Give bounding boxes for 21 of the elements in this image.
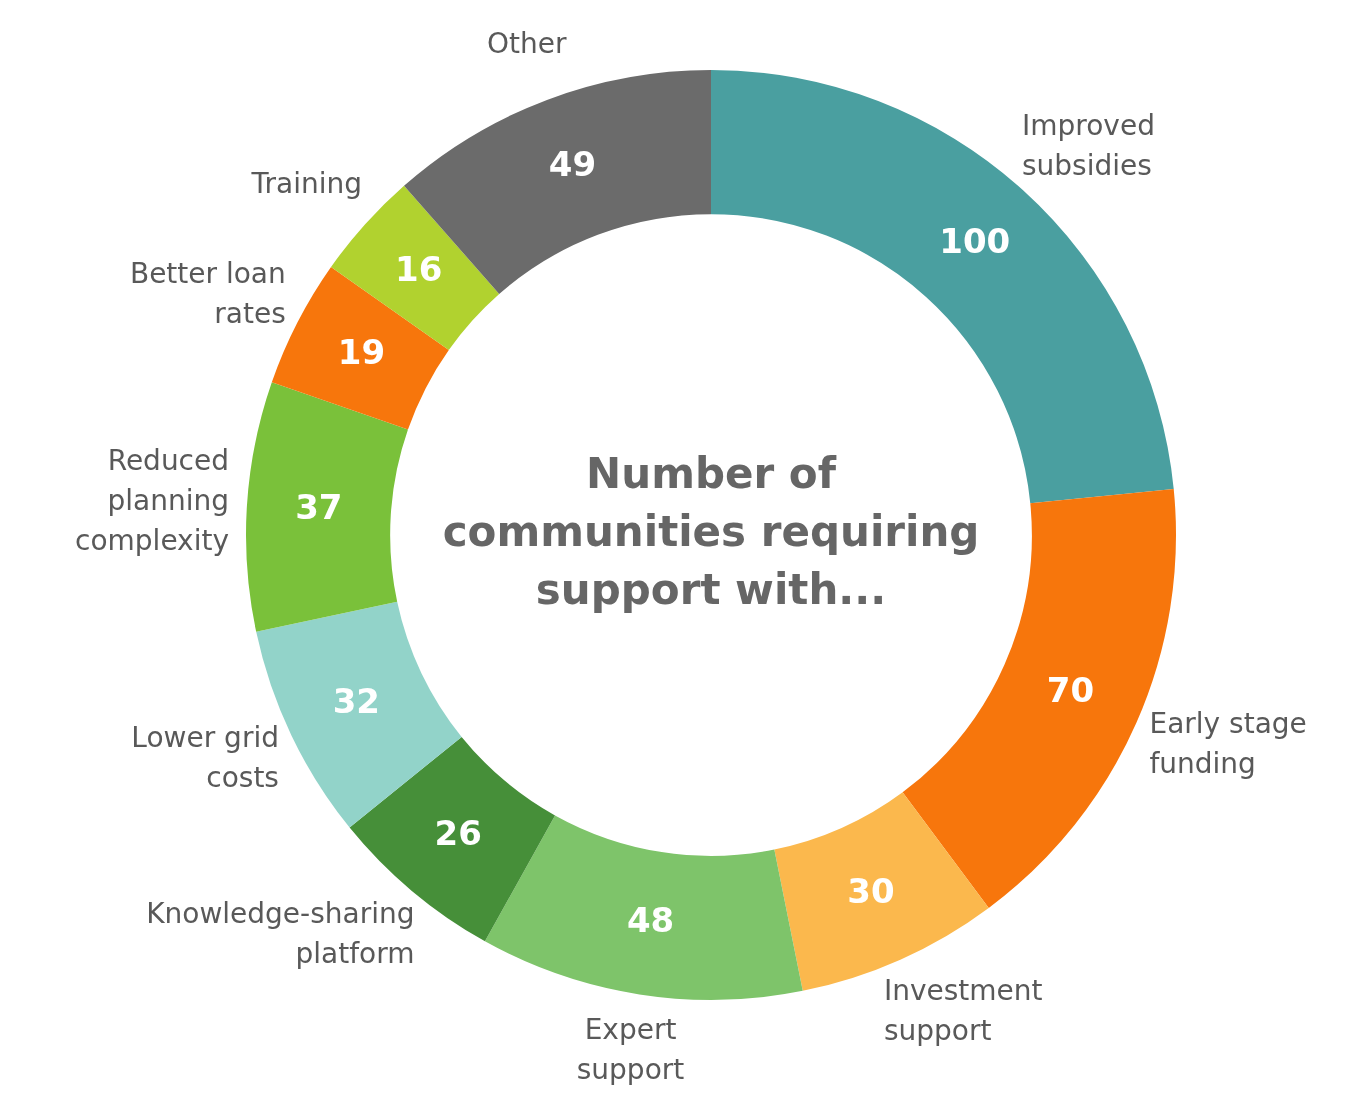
slice-label: Improved subsidies (1022, 108, 1155, 182)
slice-label: Training (250, 166, 362, 200)
slice-label: Lower grid costs (131, 721, 279, 795)
slice-label: Early stage funding (1149, 707, 1307, 781)
slice-label: Better loan rates (129, 257, 286, 331)
data-label: 26 (434, 812, 482, 853)
slice-label: Reduced planning complexity (75, 443, 230, 557)
data-label: 48 (626, 900, 675, 941)
data-label: 32 (332, 681, 381, 722)
data-label: 100 (939, 220, 1011, 261)
slice-label: Investment support (883, 973, 1043, 1047)
data-label: 70 (1046, 670, 1095, 711)
data-label: 19 (337, 332, 386, 373)
data-label: 30 (847, 870, 895, 911)
data-label: 16 (395, 249, 443, 290)
data-label: 37 (295, 487, 343, 528)
slice-label: Other (487, 26, 567, 60)
data-label: 49 (548, 144, 597, 185)
slice-label: Expert support (576, 1013, 685, 1087)
text: Number of communities requiring support with... (442, 448, 980, 614)
slice-label: Knowledge-sharing platform (146, 896, 415, 970)
